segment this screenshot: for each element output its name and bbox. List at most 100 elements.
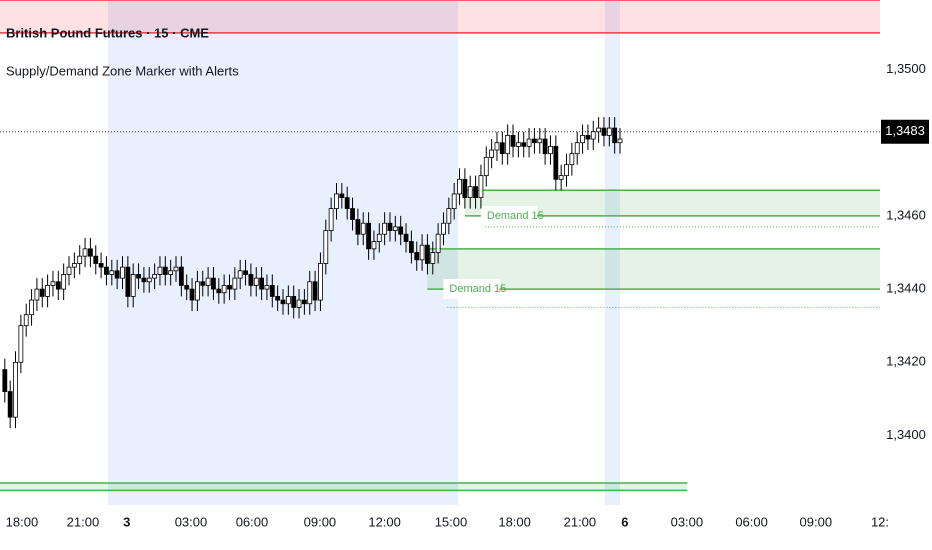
candle-body <box>259 277 264 290</box>
candle-body <box>580 134 585 144</box>
last-price-box <box>881 119 929 144</box>
zone-label-bg <box>480 205 537 226</box>
candle-body <box>136 274 141 279</box>
candle-body <box>564 164 569 177</box>
x-tick-label: 21:00 <box>67 514 100 529</box>
candle-body <box>7 391 13 418</box>
candle-body <box>478 175 484 199</box>
candle-body <box>339 193 345 199</box>
candle-body <box>157 266 163 275</box>
y-tick-label: 1,3420 <box>886 354 926 369</box>
candle-body <box>55 281 61 290</box>
candle-body <box>82 248 88 257</box>
candle-body <box>569 153 575 166</box>
candle-body <box>301 299 307 305</box>
candle-body <box>275 296 281 301</box>
candle-body <box>318 263 323 301</box>
candle-body <box>162 266 168 275</box>
candle-body <box>457 178 462 195</box>
candle-body <box>243 270 248 275</box>
candle-body <box>216 288 222 294</box>
x-tick-label: 12:00 <box>368 514 401 529</box>
candle-body <box>253 277 259 286</box>
candle-body <box>104 266 109 275</box>
candle-body <box>291 296 297 308</box>
candle-body <box>382 222 388 235</box>
candle-body <box>355 219 361 235</box>
candle-body <box>211 277 216 290</box>
candle-body <box>23 314 29 327</box>
candle-body <box>152 274 158 279</box>
candle-body <box>184 285 190 290</box>
y-tick-label: 1,3400 <box>886 427 926 442</box>
candle-body <box>473 186 478 199</box>
zone <box>427 248 880 290</box>
time-axis-bg <box>0 505 932 550</box>
x-tick-label: 12: <box>871 514 889 529</box>
zone-label-bg <box>443 279 500 300</box>
candle-body <box>141 277 147 283</box>
candle-body <box>312 281 318 301</box>
candle-body <box>237 270 243 279</box>
candle-body <box>414 252 420 261</box>
y-tick-label: 1,3440 <box>886 281 926 296</box>
last-price-label: 1,3483 <box>885 123 925 138</box>
candle-body <box>98 263 104 268</box>
candle-body <box>462 178 468 199</box>
candle-body <box>451 193 457 209</box>
x-tick-label: 21:00 <box>564 514 597 529</box>
candle-body <box>88 248 93 257</box>
x-tick-label: 18:00 <box>498 514 531 529</box>
candle-body <box>558 175 564 180</box>
candle-body <box>248 274 254 286</box>
candle-body <box>194 281 200 301</box>
candle-body <box>130 274 136 297</box>
candle-body <box>109 270 115 275</box>
candle-body <box>200 281 206 286</box>
x-tick-label: 15:00 <box>435 514 468 529</box>
candle-body <box>590 131 596 140</box>
chart-title: British Pound Futures · 15 · CME <box>6 25 209 40</box>
candle-body <box>392 226 398 231</box>
candle-body <box>280 299 286 305</box>
candle-body <box>387 222 393 231</box>
candle-body <box>532 138 537 144</box>
candle-body <box>435 233 441 253</box>
zone-label: Demand 15 <box>449 283 506 295</box>
candle-body <box>13 361 18 418</box>
candle-body <box>494 142 500 151</box>
candle-body <box>467 186 473 199</box>
candle-body <box>483 156 489 177</box>
candle-body <box>441 222 446 235</box>
candle-body <box>430 252 436 264</box>
y-tick-label: 1,3460 <box>886 207 926 222</box>
candle-body <box>178 266 184 286</box>
candle-body <box>173 266 179 272</box>
candle-body <box>344 197 350 209</box>
session-highlight <box>605 0 620 505</box>
candle-body <box>18 325 24 363</box>
candle-body <box>93 255 99 264</box>
candle-body <box>66 266 72 275</box>
candle-body <box>366 222 371 250</box>
candle-body <box>205 277 211 286</box>
candle-body <box>168 270 174 275</box>
candle-body <box>264 285 270 290</box>
candle-body <box>408 241 414 253</box>
candle-body <box>606 127 612 136</box>
candle-body <box>612 127 618 144</box>
candle-body <box>596 127 602 133</box>
price-axis-bg <box>880 0 932 550</box>
candle-body <box>34 288 40 301</box>
candle-body <box>515 142 521 147</box>
candle-body <box>526 138 532 147</box>
candle-body <box>505 134 511 155</box>
candle-body <box>542 138 548 155</box>
zone-label: Demand 15 <box>487 210 544 222</box>
y-tick-label: 1,3500 <box>886 61 926 76</box>
candle-body <box>221 285 227 294</box>
candle-body <box>77 255 83 264</box>
zone <box>0 0 880 33</box>
candle-body <box>232 277 238 290</box>
candle-body <box>45 285 51 297</box>
